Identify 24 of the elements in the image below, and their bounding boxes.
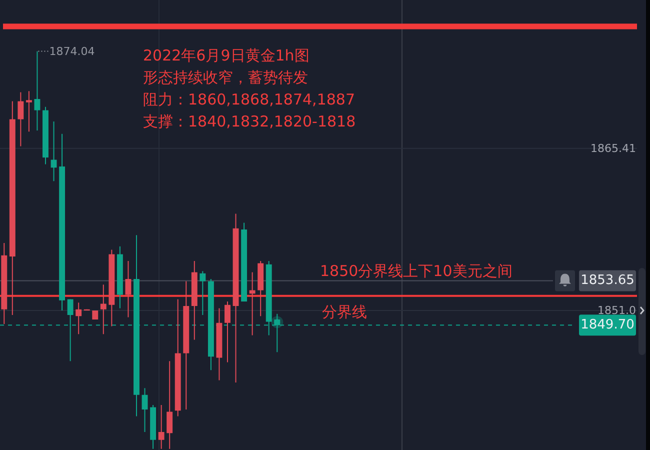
candlestick: [34, 50, 40, 131]
candlestick: [166, 360, 173, 450]
ref-line-label: 1853.65: [580, 273, 634, 288]
candlestick: [125, 260, 132, 318]
annotation: 1850分界线上下10美元之间: [320, 262, 512, 280]
annotation: 阻力：1860,1868,1874,1887: [143, 90, 355, 108]
text: 形态持续收窄，蓄势待发: [143, 68, 308, 86]
text: 2022年6月9日黄金1h图: [143, 46, 310, 64]
annotation: 支撑：1840,1832,1820-1818: [143, 112, 356, 130]
candlestick: [100, 284, 106, 335]
candlestick: [76, 302, 82, 335]
ref-line-label: 1849.70: [580, 318, 634, 333]
candlestick: [200, 270, 206, 316]
y-tick-label: 1865.41: [590, 142, 636, 155]
candlestick: [18, 92, 24, 147]
candlestick: [26, 90, 32, 132]
annotation: 1874.04: [49, 44, 95, 58]
candlestick: [158, 404, 164, 450]
candlestick: [224, 301, 230, 363]
candlestick: [249, 272, 256, 336]
annotation: 分界线: [322, 303, 367, 321]
candlestick: [142, 388, 148, 432]
y-tick-label: 1851.0: [598, 304, 636, 317]
candlestick: [50, 121, 57, 182]
